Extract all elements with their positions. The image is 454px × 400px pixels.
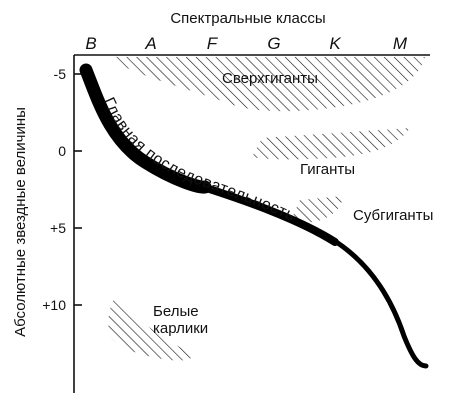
tick-label-plus10: +10 xyxy=(42,297,66,313)
giants-label: Гиганты xyxy=(300,161,355,178)
spectral-class-m: M xyxy=(393,34,408,53)
left-axis-title: Абсолютные звездные величины xyxy=(12,107,29,337)
subgiants-region xyxy=(292,196,343,223)
white-dwarfs-region xyxy=(108,296,192,361)
main-sequence-band xyxy=(79,63,429,369)
spectral-class-g: G xyxy=(267,34,280,53)
supergiants-label: Сверхгиганты xyxy=(222,70,318,87)
supergiants-region xyxy=(108,57,425,112)
giants-region xyxy=(252,128,410,160)
tick-label-0: 0 xyxy=(58,143,66,159)
spectral-class-k: K xyxy=(329,34,341,53)
white-dwarfs-label-line1: Белые xyxy=(153,303,199,320)
main-sequence-label: Главная последовательность xyxy=(100,95,298,225)
magnitude-ticks: -5 0 +5 +10 xyxy=(42,66,82,313)
tick-label-plus5: +5 xyxy=(50,220,66,236)
top-axis-title: Спектральные классы xyxy=(170,10,325,27)
white-dwarfs-label-line2: карлики xyxy=(153,320,208,337)
subgiants-label: Субгиганты xyxy=(353,207,433,224)
spectral-class-a: A xyxy=(144,34,156,53)
spectral-class-f: F xyxy=(207,34,219,53)
spectral-class-labels: B A F G K M xyxy=(85,34,408,53)
spectral-class-b: B xyxy=(85,34,96,53)
main-sequence-label-path: Главная последовательность xyxy=(100,95,297,225)
tick-label-minus5: -5 xyxy=(54,66,67,82)
